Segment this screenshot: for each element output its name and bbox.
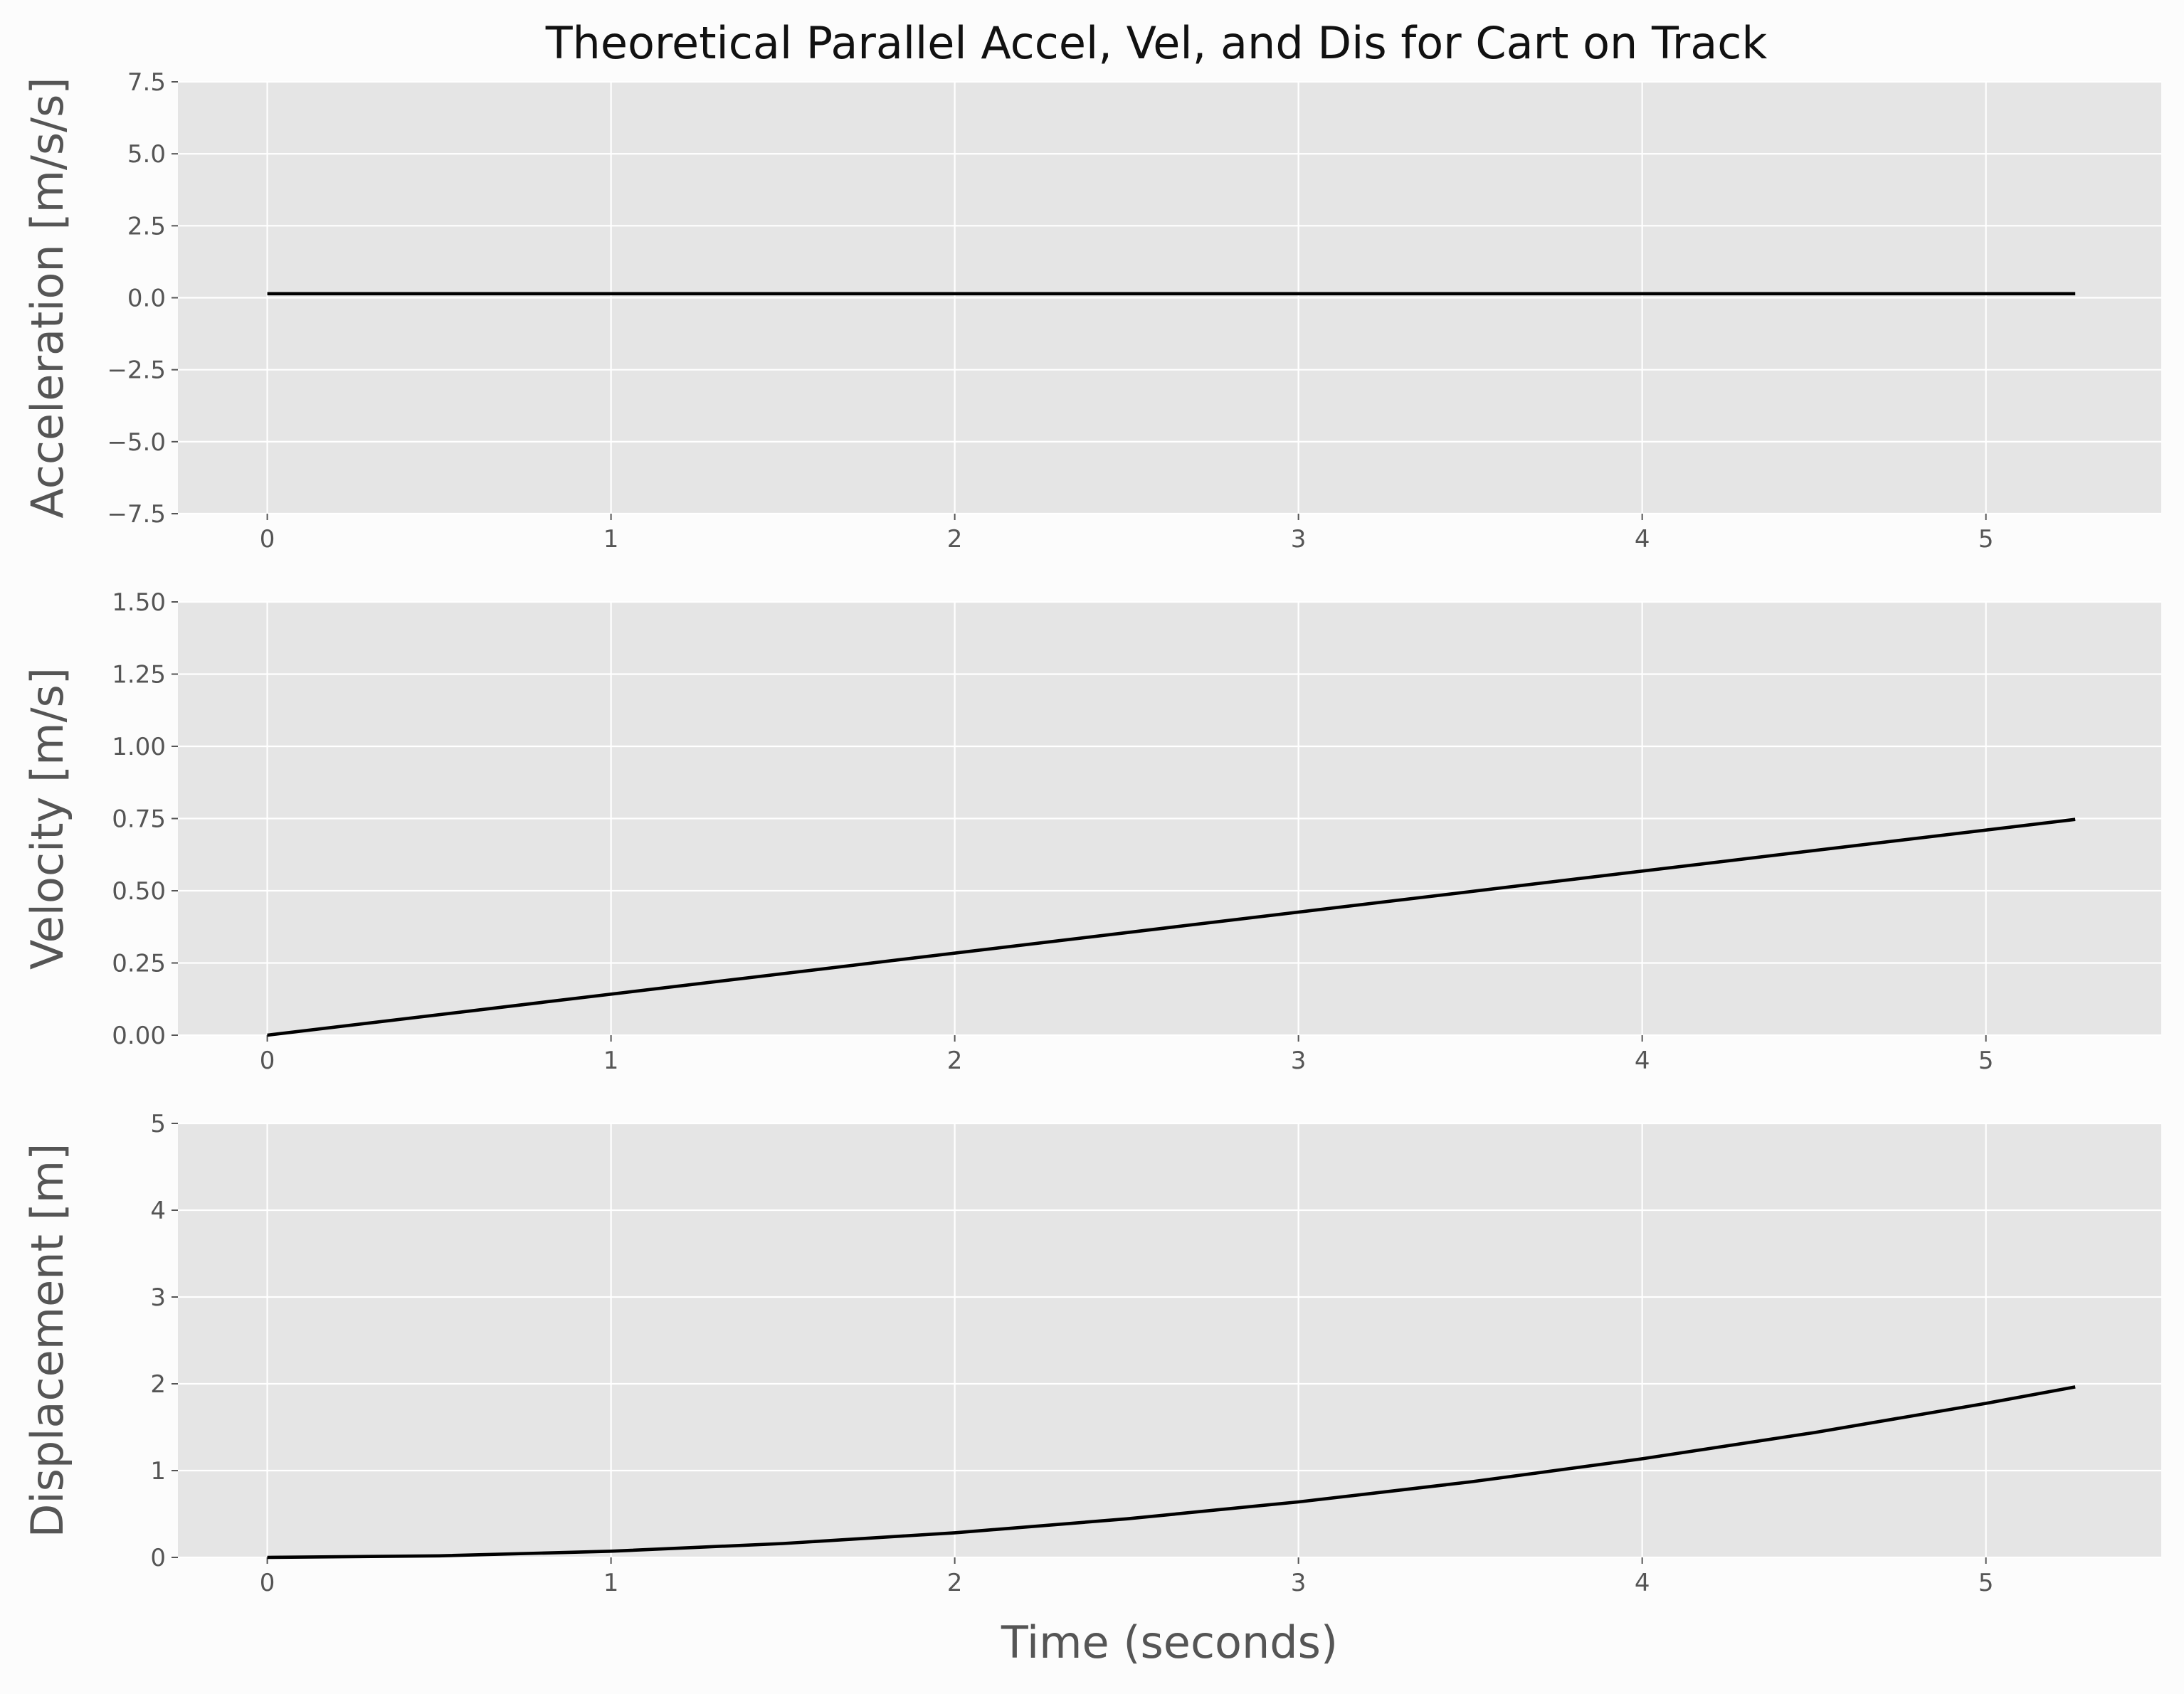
- displacement-series: [267, 1385, 2076, 1560]
- displacement-gridlines: [178, 1122, 2161, 1559]
- velocity-panel: 0 1 2 3 4 5 0.00 0.25 0.50 0.75 1.00 1.25 1.50 Veloc…: [21, 588, 2161, 1075]
- velocity-series: [267, 817, 2076, 1037]
- x-axis-label: Time (seconds): [1001, 1616, 1338, 1668]
- velocity-y-tick-label: 0.25: [112, 950, 166, 978]
- acceleration-x-tick-label: 5: [1978, 525, 1994, 554]
- acceleration-x-tick-label: 0: [260, 525, 275, 554]
- displacement-y-tick-label: 2: [150, 1370, 166, 1399]
- velocity-x-tick-label: 2: [947, 1047, 963, 1075]
- velocity-y-tick-label: 1.25: [112, 661, 166, 689]
- velocity-x-tick-label: 3: [1291, 1047, 1307, 1075]
- displacement-y-tick-label: 0: [150, 1544, 166, 1572]
- velocity-x-tick-label: 5: [1978, 1047, 1994, 1075]
- displacement-y-tick-label: 4: [150, 1197, 166, 1225]
- acceleration-x-tick-label: 4: [1635, 525, 1650, 554]
- velocity-y-axis-label: Velocity [m/s]: [21, 667, 73, 970]
- displacement-y-tick-label: 3: [150, 1283, 166, 1312]
- velocity-y-tick-label: 1.00: [112, 733, 166, 761]
- velocity-x-tick-label: 1: [603, 1047, 619, 1075]
- displacement-y-axis-label: Displacement [m]: [21, 1143, 73, 1538]
- acceleration-y-tick-label: −7.5: [107, 500, 166, 529]
- velocity-ticks: 0 1 2 3 4 5 0.00 0.25 0.50 0.75 1.00 1.25 1.50: [112, 588, 1993, 1075]
- displacement-x-tick-label: 3: [1291, 1569, 1307, 1597]
- displacement-x-tick-label: 0: [260, 1569, 275, 1597]
- acceleration-y-tick-label: 0.0: [127, 285, 166, 313]
- velocity-y-tick-label: 0.00: [112, 1022, 166, 1050]
- displacement-ticks: 0 1 2 3 4 5 0 1 2 3 4 5: [150, 1110, 1993, 1597]
- acceleration-gridlines: [178, 80, 2161, 515]
- acceleration-y-tick-label: −2.5: [107, 356, 166, 385]
- velocity-x-tick-label: 4: [1635, 1047, 1650, 1075]
- displacement-x-tick-label: 2: [947, 1569, 963, 1597]
- displacement-x-tick-label: 1: [603, 1569, 619, 1597]
- acceleration-y-axis-label: Acceleration [m/s/s]: [21, 77, 73, 518]
- displacement-y-tick-label: 5: [150, 1110, 166, 1138]
- displacement-y-tick-label: 1: [150, 1457, 166, 1486]
- velocity-series-line: [267, 817, 2076, 1037]
- acceleration-y-tick-label: 2.5: [127, 212, 166, 240]
- acceleration-y-tick-label: −5.0: [107, 428, 166, 457]
- acceleration-ticks: 0 1 2 3 4 5 −7.5 −5.0 −2.5 0.0 2.5 5.0 7.5: [107, 68, 1993, 554]
- acceleration-x-tick-label: 3: [1291, 525, 1307, 554]
- acceleration-x-tick-label: 2: [947, 525, 963, 554]
- velocity-gridlines: [178, 600, 2161, 1037]
- chart-title: Theoretical Parallel Accel, Vel, and Dis…: [545, 17, 1768, 69]
- displacement-series-line: [267, 1385, 2076, 1560]
- displacement-panel: 0 1 2 3 4 5 0 1 2 3 4 5 Displacement [m] Time (seco…: [21, 1110, 2161, 1668]
- velocity-y-tick-label: 0.75: [112, 805, 166, 834]
- acceleration-y-tick-label: 7.5: [127, 68, 166, 97]
- velocity-y-tick-label: 0.50: [112, 877, 166, 906]
- displacement-plot-area: [178, 1123, 2161, 1557]
- displacement-x-tick-label: 4: [1635, 1569, 1650, 1597]
- acceleration-x-tick-label: 1: [603, 525, 619, 554]
- acceleration-y-tick-label: 5.0: [127, 140, 166, 169]
- velocity-y-tick-label: 1.50: [112, 588, 166, 617]
- velocity-x-tick-label: 0: [260, 1047, 275, 1075]
- displacement-x-tick-label: 5: [1978, 1569, 1994, 1597]
- acceleration-panel: 0 1 2 3 4 5 −7.5 −5.0 −2.5 0.0 2.5 5.0 7.5 Accelerat…: [21, 68, 2161, 554]
